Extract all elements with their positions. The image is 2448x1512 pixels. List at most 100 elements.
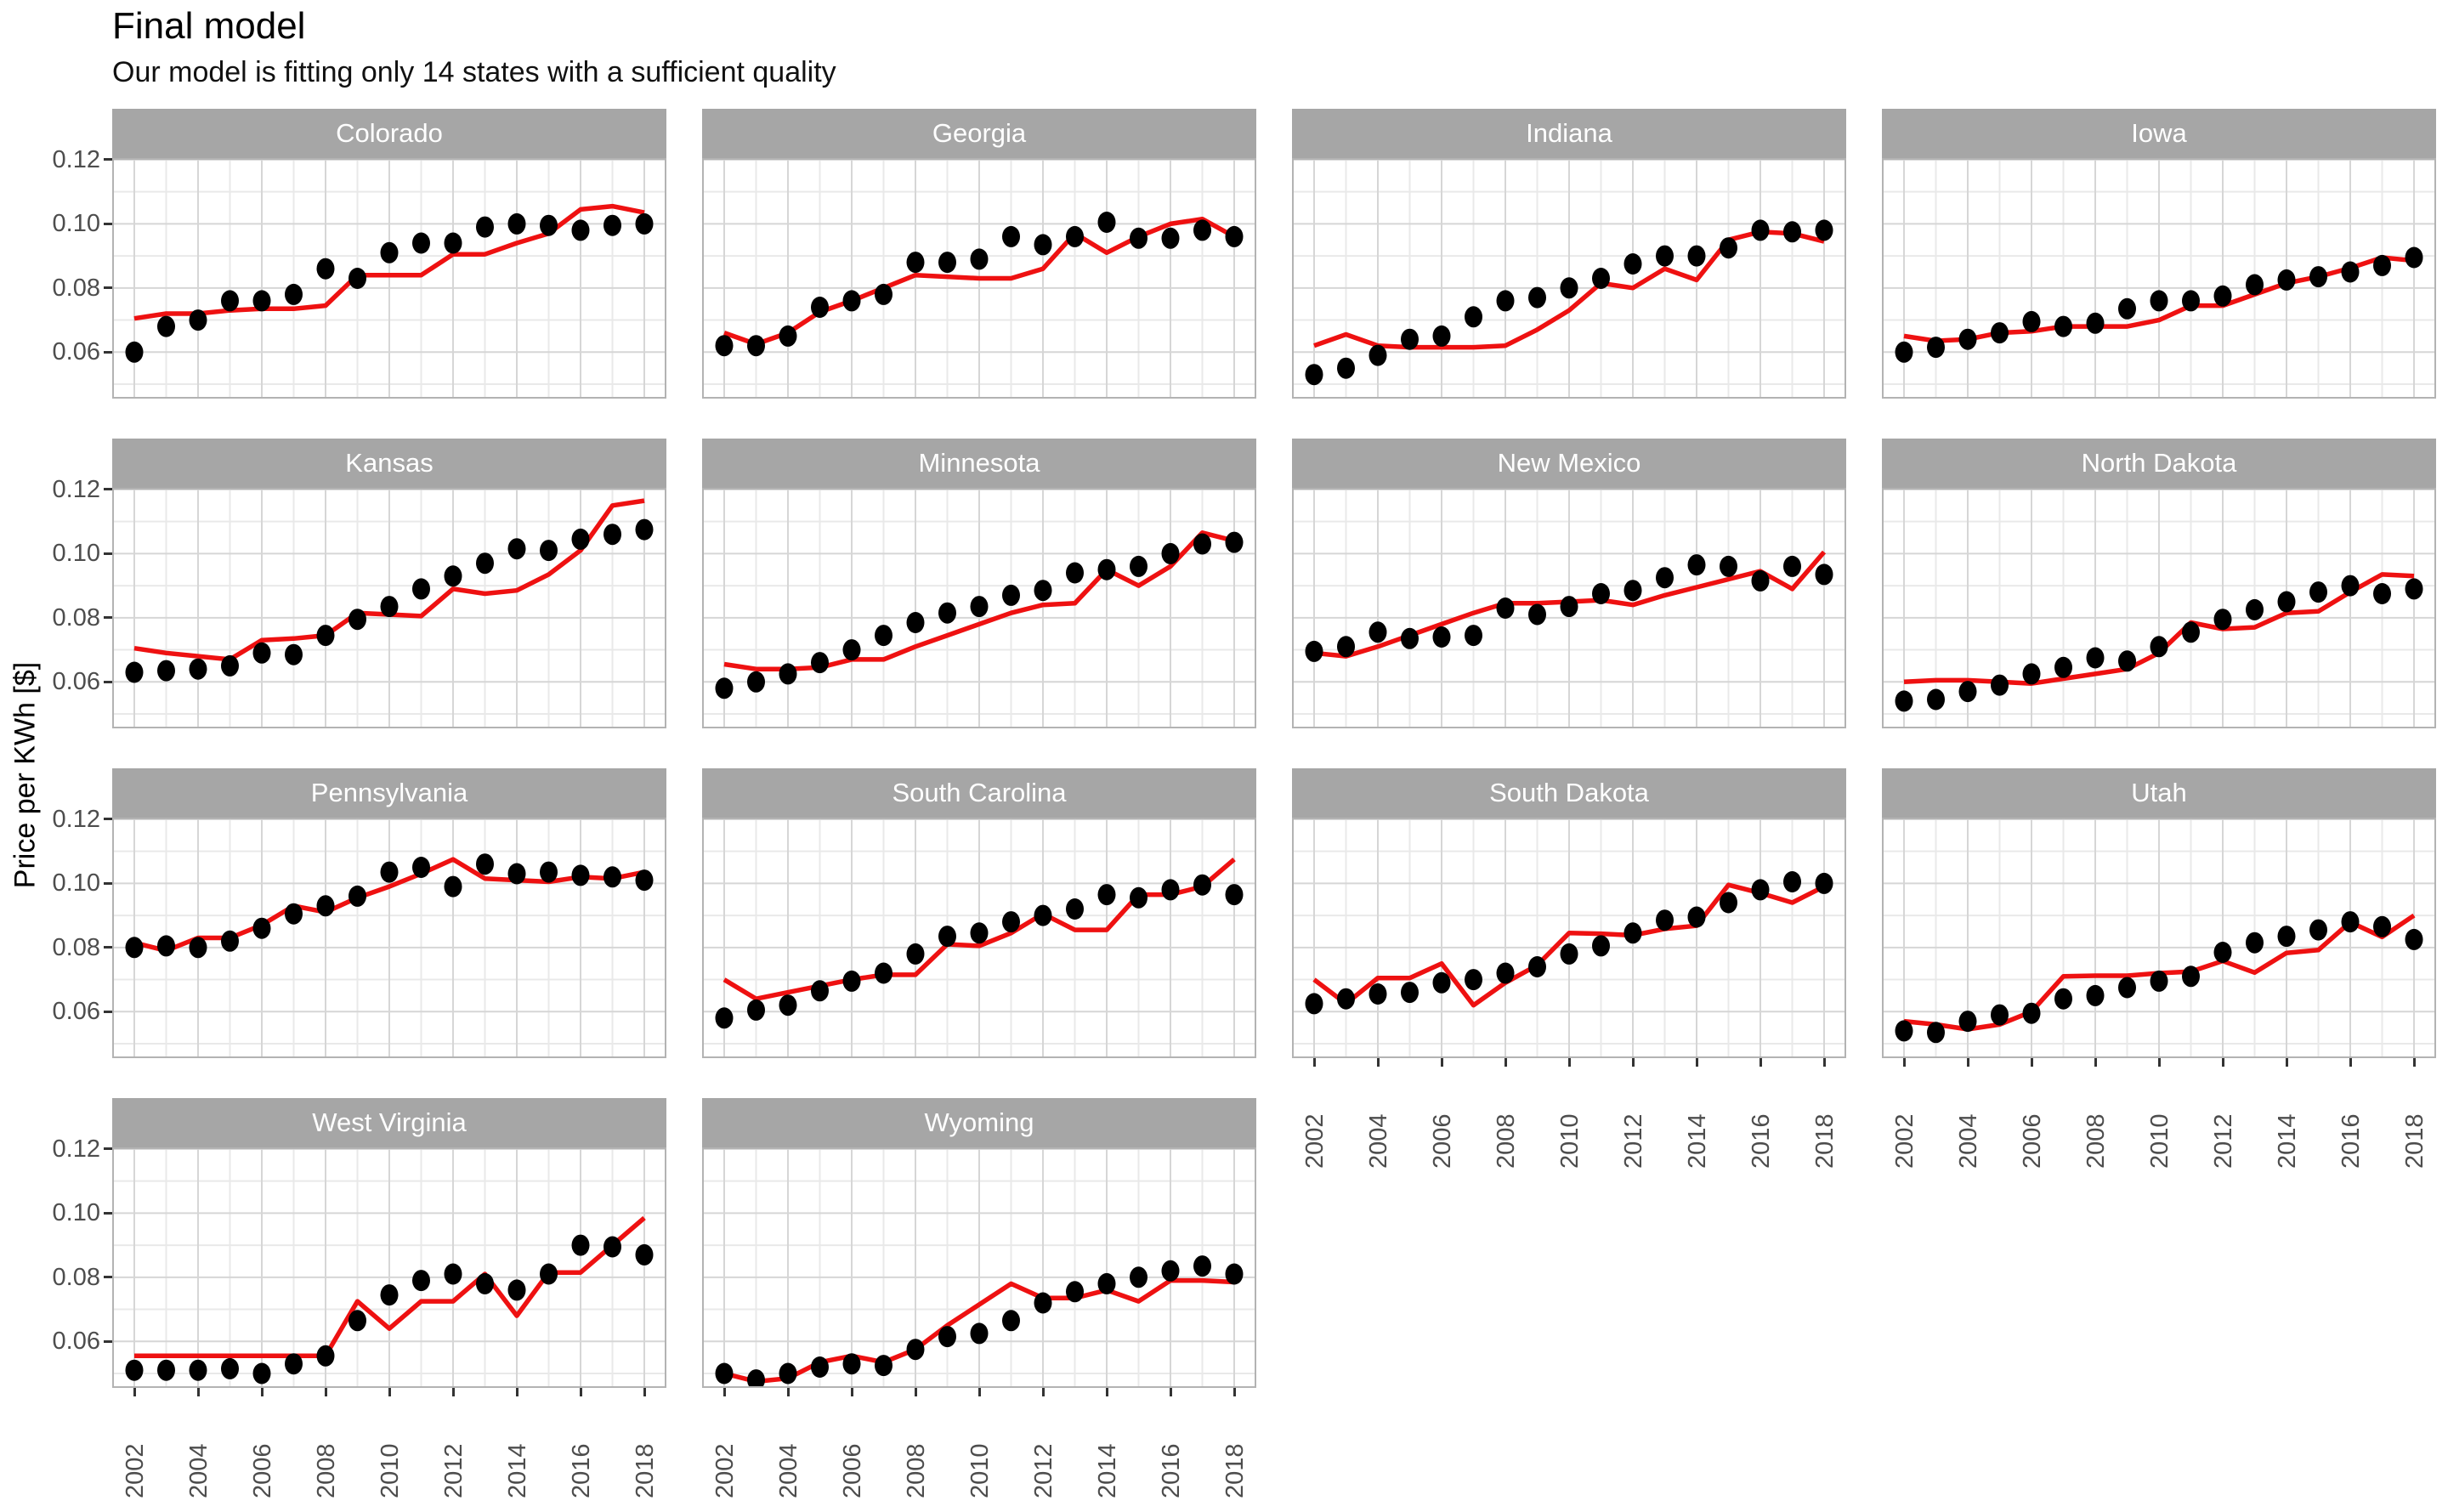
facet-strip-minnesota: Minnesota bbox=[702, 439, 1256, 488]
y-tick-mark bbox=[104, 552, 112, 555]
y-tick-mark bbox=[104, 158, 112, 161]
y-tick-label: 0.10 bbox=[52, 210, 100, 238]
observed-point bbox=[1528, 286, 1546, 309]
observed-point bbox=[1624, 580, 1642, 602]
observed-point bbox=[1751, 569, 1770, 592]
observed-point bbox=[380, 1284, 399, 1306]
observed-point bbox=[970, 248, 989, 270]
facet-panel-north-dakota bbox=[1882, 488, 2436, 728]
observed-point bbox=[380, 241, 399, 263]
x-tick-label: 2014 bbox=[1094, 1443, 1121, 1498]
panel-border bbox=[1882, 818, 2436, 1058]
observed-point bbox=[1687, 906, 1706, 928]
observed-point bbox=[252, 917, 271, 939]
observed-point bbox=[1034, 234, 1052, 256]
observed-point bbox=[1895, 341, 1913, 363]
observed-point bbox=[604, 524, 621, 546]
x-tick-mark bbox=[643, 1388, 646, 1396]
observed-point bbox=[444, 1263, 462, 1285]
observed-point bbox=[1991, 322, 2009, 344]
model-line bbox=[723, 216, 1236, 347]
observed-point bbox=[1225, 884, 1244, 906]
observed-point bbox=[1592, 583, 1610, 604]
observed-point bbox=[252, 1362, 271, 1385]
gridlines-major bbox=[112, 158, 666, 399]
y-tick-label: 0.08 bbox=[52, 274, 100, 302]
observed-point bbox=[571, 1234, 590, 1256]
y-tick-label: 0.10 bbox=[52, 869, 100, 898]
x-tick-mark bbox=[451, 1388, 455, 1396]
observed-point bbox=[2341, 261, 2360, 283]
observed-point bbox=[2022, 1002, 2041, 1024]
facet-chart bbox=[112, 1147, 666, 1388]
x-tick-label: 2002 bbox=[1891, 1113, 1918, 1169]
y-tick-label: 0.08 bbox=[52, 1263, 100, 1291]
panel-border bbox=[1292, 488, 1846, 728]
observed-points bbox=[715, 531, 1244, 699]
model-line bbox=[134, 1215, 646, 1359]
model-line bbox=[723, 1277, 1235, 1385]
observed-point bbox=[412, 1270, 430, 1292]
x-tick-label: 2002 bbox=[1301, 1113, 1329, 1169]
y-axis-title: Price per KWh [$] bbox=[8, 661, 42, 889]
observed-point bbox=[2118, 650, 2136, 672]
observed-point bbox=[842, 1353, 861, 1375]
y-tick-label: 0.12 bbox=[52, 805, 100, 833]
observed-point bbox=[715, 335, 734, 357]
x-tick-mark bbox=[1631, 1058, 1635, 1067]
model-line bbox=[1312, 882, 1826, 1008]
observed-point bbox=[507, 538, 526, 560]
observed-point bbox=[1097, 884, 1116, 906]
x-tick-mark bbox=[260, 1388, 264, 1396]
facet-chart bbox=[1292, 818, 1846, 1058]
x-tick-mark bbox=[1232, 1388, 1236, 1396]
panel-border bbox=[1882, 158, 2436, 399]
observed-point bbox=[1927, 688, 1945, 711]
observed-point bbox=[2341, 575, 2360, 597]
observed-point bbox=[348, 885, 366, 907]
observed-point bbox=[2182, 966, 2200, 988]
x-tick-label: 2004 bbox=[185, 1443, 212, 1498]
observed-point bbox=[1720, 237, 1737, 259]
observed-point bbox=[1130, 1266, 1148, 1288]
y-tick-mark bbox=[104, 680, 112, 683]
x-tick-mark bbox=[1105, 1388, 1108, 1396]
observed-point bbox=[285, 283, 303, 305]
observed-point bbox=[1097, 1272, 1116, 1294]
observed-point bbox=[1465, 306, 1482, 328]
observed-point bbox=[507, 863, 526, 885]
observed-point bbox=[444, 875, 462, 898]
facet-strip-kansas: Kansas bbox=[112, 439, 666, 488]
observed-point bbox=[906, 612, 925, 633]
observed-point bbox=[1958, 328, 1977, 350]
facet-strip-west-virginia: West Virginia bbox=[112, 1098, 666, 1147]
observed-point bbox=[189, 309, 207, 331]
x-tick-label: 2016 bbox=[1748, 1113, 1775, 1169]
x-tick-label: 2006 bbox=[2019, 1113, 2046, 1169]
observed-point bbox=[1496, 962, 1515, 984]
observed-point bbox=[1337, 636, 1355, 658]
x-tick-mark bbox=[2157, 1058, 2161, 1067]
observed-point bbox=[1751, 219, 1770, 241]
facet-panel-new-mexico bbox=[1292, 488, 1846, 728]
observed-point bbox=[2373, 583, 2391, 604]
observed-point bbox=[380, 861, 399, 883]
observed-point bbox=[1130, 886, 1148, 909]
observed-point bbox=[1193, 1255, 1211, 1277]
observed-point bbox=[157, 315, 175, 337]
facet-strip-label: South Carolina bbox=[892, 778, 1067, 807]
observed-point bbox=[157, 660, 175, 682]
x-tick-label: 2004 bbox=[1365, 1113, 1392, 1169]
plot-subtitle: Our model is fitting only 14 states with… bbox=[112, 56, 836, 88]
observed-point bbox=[970, 596, 989, 618]
panel-border bbox=[112, 1147, 666, 1388]
observed-point bbox=[1002, 1310, 1020, 1332]
observed-point bbox=[938, 1326, 956, 1348]
x-tick-mark bbox=[1966, 1058, 1969, 1067]
x-tick-label: 2016 bbox=[1158, 1443, 1185, 1498]
observed-point bbox=[906, 943, 925, 965]
observed-point bbox=[811, 980, 829, 1002]
observed-point bbox=[1783, 871, 1801, 892]
observed-point bbox=[1465, 625, 1482, 647]
facet-panel-kansas bbox=[112, 488, 666, 728]
